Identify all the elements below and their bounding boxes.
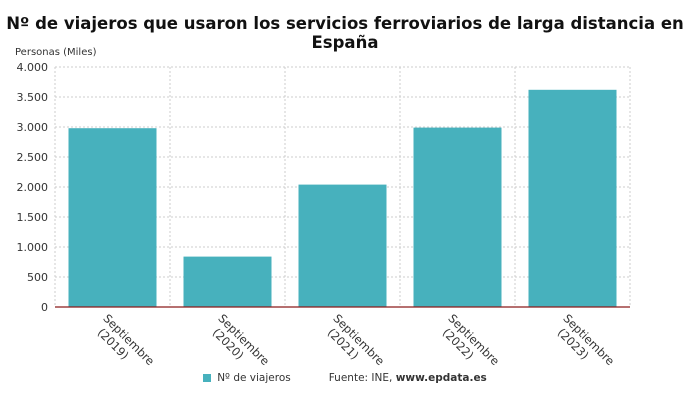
x-axis-ticks: Septiembre(2019) Septiembre(2020) Septiemb… xyxy=(90,311,618,378)
x-tick-label: Septiembre(2020) xyxy=(205,311,272,378)
bar xyxy=(183,256,272,307)
y-tick-label: 3.000 xyxy=(17,121,49,134)
source-link[interactable]: www.epdata.es xyxy=(395,372,487,384)
bar xyxy=(528,89,617,307)
legend-series-label: Nº de viajeros xyxy=(217,372,291,384)
legend-swatch xyxy=(203,374,212,382)
x-tick-label: Septiembre(2021) xyxy=(320,311,387,378)
y-tick-label: 4.000 xyxy=(17,61,49,74)
y-tick-label: 1.000 xyxy=(17,241,49,254)
bars xyxy=(68,89,617,307)
y-tick-label: 500 xyxy=(27,271,48,284)
bar xyxy=(298,184,387,307)
source-label: Fuente: INE, xyxy=(328,372,393,384)
y-axis-ticks: 0 500 1.000 1.500 2.000 2.500 3.000 3.500 4.000 xyxy=(17,61,49,314)
bar xyxy=(68,128,157,307)
y-tick-label: 3.500 xyxy=(17,91,49,104)
x-tick-label: Septiembre(2023) xyxy=(550,311,617,378)
bar xyxy=(413,127,502,307)
y-tick-label: 2.000 xyxy=(17,181,49,194)
chart-title: Nº de viajeros que usaron los servicios … xyxy=(6,14,684,52)
legend: Nº de viajeros Fuente: INE, www.epdata.e… xyxy=(0,372,690,384)
x-tick-label: Septiembre(2022) xyxy=(435,311,502,378)
y-tick-label: 2.500 xyxy=(17,151,49,164)
x-tick-label: Septiembre(2019) xyxy=(90,311,157,378)
y-tick-label: 1.500 xyxy=(17,211,49,224)
y-tick-label: 0 xyxy=(41,301,48,314)
y-axis-label: Personas (Miles) xyxy=(15,47,97,58)
grid-lines xyxy=(54,66,631,307)
